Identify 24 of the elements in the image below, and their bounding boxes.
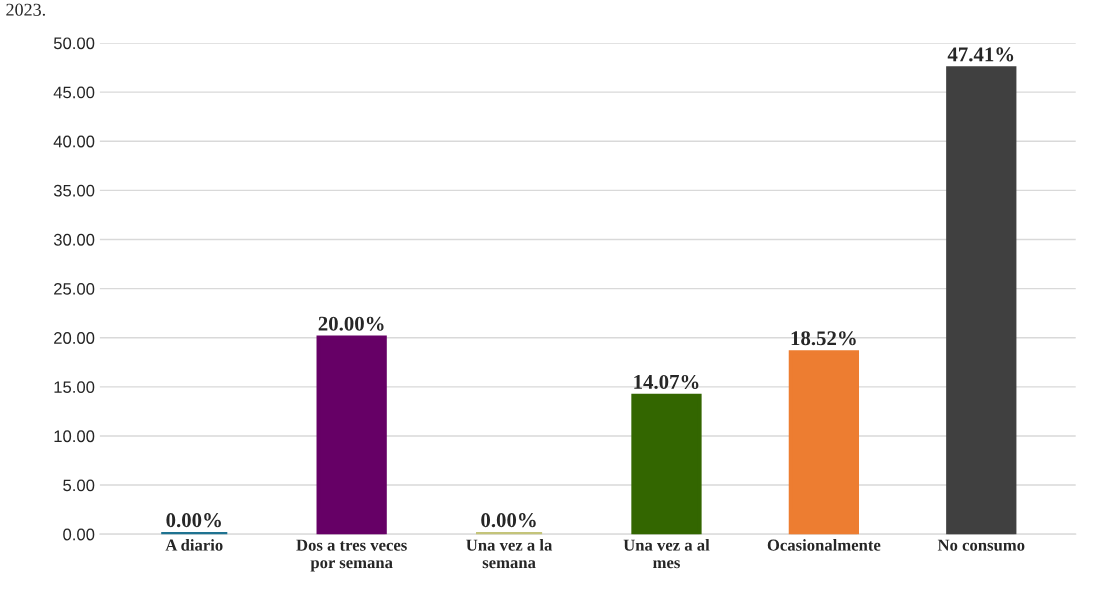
y-tick-label: 45.00 bbox=[53, 86, 95, 99]
x-tick-label: No consumo bbox=[937, 539, 1025, 551]
x-tick-label: Una vez a al mes bbox=[623, 539, 710, 569]
data-label: 20.00% bbox=[318, 316, 384, 331]
y-tick-label: 0.00 bbox=[63, 528, 95, 541]
y-tick-label: 25.00 bbox=[54, 282, 95, 295]
data-label: 18.52% bbox=[791, 331, 856, 346]
text: 2023. bbox=[6, 3, 45, 16]
x-tick-label: Ocasionalmente bbox=[767, 539, 881, 551]
y-tick-label: 10.00 bbox=[54, 430, 95, 443]
y-tick-label: 5.00 bbox=[63, 479, 95, 492]
data-label: 0.00% bbox=[166, 513, 221, 528]
data-label: 0.00% bbox=[481, 513, 536, 528]
y-tick-label: 30.00 bbox=[53, 233, 95, 246]
x-tick-label: Una vez a la semana bbox=[466, 539, 553, 569]
x-tick-label: Dos a tres veces por semana bbox=[296, 539, 407, 572]
data-label: 47.41% bbox=[947, 47, 1014, 62]
y-tick-label: 15.00 bbox=[54, 381, 95, 394]
data-label: 14.07% bbox=[634, 374, 699, 390]
y-tick-label: 35.00 bbox=[53, 184, 95, 197]
x-tick-label: A diario bbox=[165, 539, 223, 551]
y-tick-label: 50.00 bbox=[53, 37, 95, 50]
y-tick-label: 40.00 bbox=[53, 135, 95, 148]
y-tick-label: 20.00 bbox=[54, 332, 95, 344]
